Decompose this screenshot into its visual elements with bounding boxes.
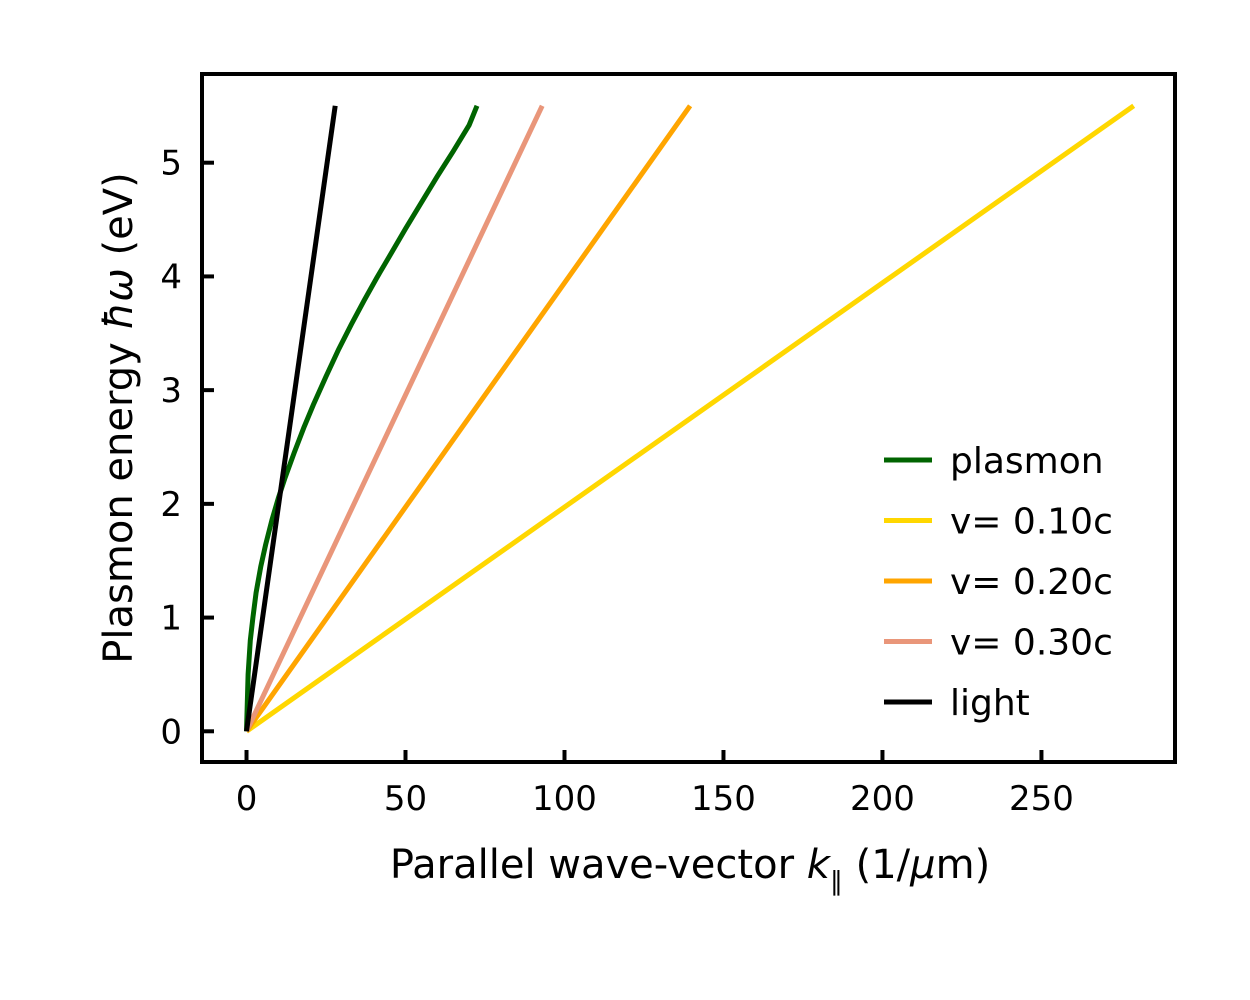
x-axis-title: Parallel wave-vector k∥ (1/μm) — [390, 842, 990, 897]
y-axis-title: Plasmon energy ħω (eV) — [96, 172, 142, 663]
plot-frame — [200, 72, 1177, 764]
series-layer — [244, 103, 1136, 734]
legend-label: v= 0.10c — [950, 502, 1113, 543]
x-tick-label: 100 — [532, 779, 597, 819]
y-tick-label: 4 — [160, 257, 182, 297]
y-axis: 0 1 2 3 4 5 — [160, 144, 214, 752]
x-tick-label: 200 — [850, 779, 915, 819]
legend-label: v= 0.30c — [950, 623, 1113, 664]
legend-label: v= 0.20c — [950, 562, 1113, 603]
y-tick-label: 1 — [160, 599, 182, 639]
y-tick-label: 3 — [160, 371, 182, 411]
series-line-v-0-10c — [245, 103, 1136, 734]
x-axis: 0 50 100 150 200 250 — [236, 750, 1074, 819]
series-line-light — [244, 105, 338, 732]
legend-label: plasmon — [950, 441, 1104, 482]
legend: plasmon v= 0.10c v= 0.20c v= 0.30c light — [884, 441, 1113, 724]
y-tick-label: 0 — [160, 712, 182, 752]
series-line-plasmon — [244, 104, 480, 732]
x-tick-label: 250 — [1009, 779, 1074, 819]
series-line-v-0-30c — [244, 104, 545, 733]
series-line-v-0-20c — [244, 104, 693, 733]
legend-label: light — [950, 683, 1030, 724]
y-tick-label: 2 — [160, 485, 182, 525]
x-tick-label: 0 — [236, 779, 258, 819]
x-tick-label: 150 — [691, 779, 756, 819]
y-tick-label: 5 — [160, 144, 182, 184]
x-tick-label: 50 — [384, 779, 427, 819]
